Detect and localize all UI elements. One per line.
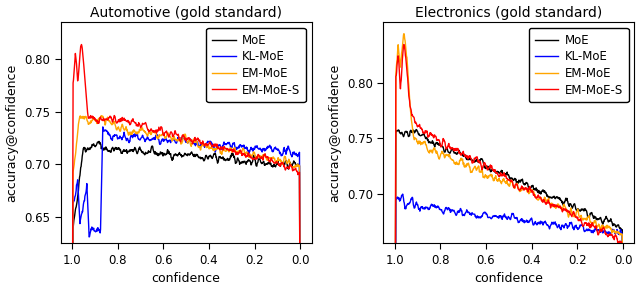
MoE bbox=[431, 143, 439, 146]
MoE bbox=[450, 150, 458, 153]
KL-MoE bbox=[563, 224, 571, 227]
X-axis label: confidence: confidence bbox=[152, 272, 221, 285]
EM-MoE bbox=[109, 121, 116, 125]
EM-MoE bbox=[563, 208, 571, 212]
KL-MoE bbox=[399, 192, 406, 196]
EM-MoE-S bbox=[109, 120, 116, 124]
MoE bbox=[221, 158, 228, 162]
KL-MoE bbox=[127, 134, 135, 137]
KL-MoE bbox=[172, 141, 179, 144]
MoE bbox=[563, 197, 571, 200]
MoE bbox=[172, 153, 179, 156]
KL-MoE bbox=[450, 208, 458, 212]
MoE bbox=[95, 140, 103, 143]
KL-MoE bbox=[109, 136, 116, 139]
EM-MoE-S bbox=[400, 43, 408, 46]
EM-MoE bbox=[97, 114, 105, 117]
KL-MoE bbox=[431, 204, 439, 208]
KL-MoE bbox=[241, 145, 248, 149]
MoE bbox=[495, 170, 502, 173]
KL-MoE bbox=[99, 125, 107, 129]
EM-MoE bbox=[495, 178, 502, 182]
MoE bbox=[127, 148, 135, 152]
Title: Automotive (gold standard): Automotive (gold standard) bbox=[90, 6, 282, 19]
EM-MoE bbox=[400, 32, 408, 36]
KL-MoE bbox=[544, 223, 552, 227]
Line: EM-MoE-S: EM-MoE-S bbox=[72, 45, 300, 291]
EM-MoE bbox=[450, 160, 458, 163]
Line: EM-MoE-S: EM-MoE-S bbox=[395, 45, 623, 291]
Legend: MoE, KL-MoE, EM-MoE, EM-MoE-S: MoE, KL-MoE, EM-MoE, EM-MoE-S bbox=[529, 28, 628, 102]
Line: MoE: MoE bbox=[72, 141, 300, 291]
Y-axis label: accuracy@confidence: accuracy@confidence bbox=[328, 64, 341, 202]
Line: MoE: MoE bbox=[395, 129, 623, 291]
EM-MoE bbox=[241, 149, 248, 152]
MoE bbox=[526, 187, 534, 191]
EM-MoE-S bbox=[526, 185, 534, 188]
EM-MoE-S bbox=[450, 148, 458, 152]
EM-MoE bbox=[172, 138, 179, 141]
MoE bbox=[203, 155, 211, 158]
MoE bbox=[544, 194, 552, 197]
EM-MoE bbox=[221, 149, 228, 152]
KL-MoE bbox=[495, 216, 502, 219]
Line: KL-MoE: KL-MoE bbox=[72, 127, 300, 291]
KL-MoE bbox=[203, 141, 211, 145]
Line: EM-MoE: EM-MoE bbox=[395, 34, 623, 291]
Y-axis label: accuracy@confidence: accuracy@confidence bbox=[6, 64, 19, 202]
Title: Electronics (gold standard): Electronics (gold standard) bbox=[415, 6, 602, 19]
EM-MoE-S bbox=[495, 174, 502, 177]
EM-MoE bbox=[544, 198, 552, 202]
Line: KL-MoE: KL-MoE bbox=[395, 194, 623, 291]
EM-MoE-S bbox=[241, 153, 248, 156]
EM-MoE-S bbox=[544, 201, 552, 204]
EM-MoE-S bbox=[221, 146, 228, 150]
KL-MoE bbox=[526, 219, 534, 222]
EM-MoE-S bbox=[172, 131, 179, 134]
Legend: MoE, KL-MoE, EM-MoE, EM-MoE-S: MoE, KL-MoE, EM-MoE, EM-MoE-S bbox=[206, 28, 306, 102]
EM-MoE-S bbox=[203, 142, 211, 146]
MoE bbox=[412, 128, 420, 131]
Line: EM-MoE: EM-MoE bbox=[72, 116, 300, 291]
EM-MoE-S bbox=[77, 43, 85, 46]
MoE bbox=[241, 160, 248, 163]
EM-MoE-S bbox=[563, 209, 571, 212]
MoE bbox=[109, 146, 116, 149]
EM-MoE bbox=[431, 150, 439, 153]
EM-MoE bbox=[526, 189, 534, 193]
EM-MoE-S bbox=[431, 135, 439, 138]
KL-MoE bbox=[221, 143, 228, 146]
EM-MoE bbox=[203, 145, 211, 148]
X-axis label: confidence: confidence bbox=[474, 272, 543, 285]
EM-MoE-S bbox=[127, 121, 135, 124]
EM-MoE bbox=[127, 130, 135, 134]
